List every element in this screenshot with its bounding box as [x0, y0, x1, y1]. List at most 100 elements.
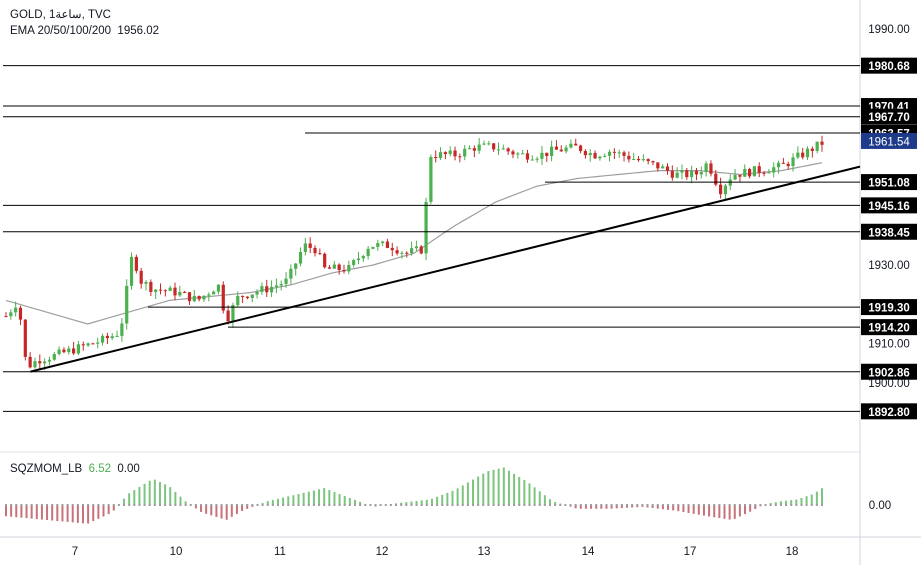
- candle-body: [453, 150, 457, 157]
- level-label-bg: [861, 108, 917, 125]
- momentum-zero-dot: [554, 504, 557, 506]
- momentum-zero-dot: [502, 504, 505, 506]
- momentum-zero-dot: [225, 504, 228, 506]
- momentum-zero-dot: [677, 504, 680, 506]
- last-price-bg: [861, 132, 917, 149]
- momentum-zero-dot: [76, 504, 79, 506]
- candle-body: [178, 291, 182, 296]
- momentum-zero-dot: [461, 504, 464, 506]
- candle-body: [501, 148, 505, 150]
- momentum-zero-dot: [230, 504, 233, 506]
- candle-body: [429, 156, 433, 202]
- momentum-zero-dot: [790, 504, 793, 506]
- candle-body: [559, 149, 563, 152]
- momentum-zero-dot: [656, 504, 659, 506]
- x-tick-label: 13: [478, 546, 491, 558]
- indicator-axis-label: 0.00: [869, 500, 891, 512]
- momentum-zero-dot: [292, 504, 295, 506]
- momentum-zero-dot: [518, 504, 521, 506]
- momentum-zero-dot: [441, 504, 444, 506]
- candle-body: [289, 268, 293, 279]
- y-tick-label: 1990.00: [868, 24, 910, 36]
- candle-body: [719, 184, 723, 195]
- candle-body: [578, 145, 583, 152]
- candle-body: [607, 151, 612, 156]
- candle-body: [149, 281, 153, 292]
- x-tick-label: 11: [274, 546, 286, 558]
- momentum-zero-dot: [590, 504, 593, 506]
- candle-body: [192, 295, 196, 302]
- candle-body: [144, 281, 148, 284]
- momentum-zero-dot: [569, 504, 572, 506]
- candle-body: [665, 166, 670, 171]
- candle-body: [521, 153, 525, 155]
- candle-body: [250, 294, 254, 298]
- momentum-zero-dot: [25, 504, 28, 506]
- candle-body: [685, 170, 689, 178]
- momentum-zero-dot: [600, 504, 603, 506]
- momentum-zero-dot: [774, 504, 777, 506]
- candle-body: [38, 361, 42, 364]
- momentum-zero-dot: [97, 504, 100, 506]
- momentum-zero-dot: [605, 504, 608, 506]
- level-label: 1902.86: [868, 367, 910, 379]
- candle-body: [516, 153, 520, 155]
- momentum-zero-dot: [107, 504, 110, 506]
- candle-body: [91, 343, 95, 345]
- momentum-zero-dot: [164, 504, 167, 506]
- momentum-zero-dot: [20, 504, 23, 506]
- momentum-zero-dot: [415, 504, 418, 506]
- candle-body: [347, 264, 351, 272]
- candle-body: [120, 323, 124, 336]
- indicator-value-2: 0.00: [117, 463, 140, 475]
- candle-body: [530, 159, 534, 161]
- momentum-zero-dot: [66, 504, 69, 506]
- momentum-zero-dot: [10, 504, 13, 506]
- momentum-zero-dot: [143, 504, 146, 506]
- momentum-zero-dot: [815, 504, 818, 506]
- x-tick-label: 18: [786, 546, 799, 558]
- candle-body: [723, 185, 728, 195]
- momentum-zero-dot: [749, 504, 752, 506]
- candle-body: [598, 156, 602, 159]
- candle-body: [588, 152, 592, 156]
- level-label: 1945.16: [868, 201, 910, 213]
- candle-body: [28, 356, 32, 368]
- candle-body: [332, 264, 336, 269]
- candle-body: [680, 170, 684, 173]
- candle-body: [154, 289, 158, 292]
- candle-body: [197, 295, 201, 300]
- momentum-zero-dot: [179, 504, 182, 506]
- momentum-zero-dot: [333, 504, 336, 506]
- momentum-zero-dot: [256, 504, 259, 506]
- candle-body: [366, 248, 370, 256]
- momentum-zero-dot: [92, 504, 95, 506]
- momentum-zero-dot: [821, 504, 823, 506]
- level-label-bg: [861, 174, 917, 191]
- momentum-zero-dot: [374, 504, 377, 506]
- candle-body: [414, 246, 419, 249]
- candle-body: [226, 310, 230, 322]
- momentum-zero-dot: [364, 504, 367, 506]
- level-label: 1980.68: [868, 61, 910, 73]
- candle-body: [57, 349, 61, 355]
- symbol-name: GOLD: [10, 9, 43, 21]
- candle-body: [260, 286, 264, 292]
- momentum-zero-dot: [810, 504, 813, 506]
- level-label: 1938.45: [868, 227, 910, 239]
- candle-body: [221, 284, 225, 311]
- candle-body: [593, 152, 597, 159]
- momentum-zero-dot: [754, 504, 757, 506]
- candle-body: [820, 141, 824, 145]
- candle-body: [694, 170, 699, 175]
- candle-body: [670, 170, 674, 178]
- x-tick-label: 10: [170, 546, 183, 558]
- momentum-zero-dot: [56, 504, 59, 506]
- candle-body: [805, 148, 810, 158]
- candle-body: [207, 294, 211, 296]
- momentum-zero-dot: [40, 504, 43, 506]
- momentum-zero-dot: [713, 504, 716, 506]
- candle-body: [617, 152, 621, 154]
- candle-body: [801, 152, 805, 158]
- candle-body: [240, 295, 245, 297]
